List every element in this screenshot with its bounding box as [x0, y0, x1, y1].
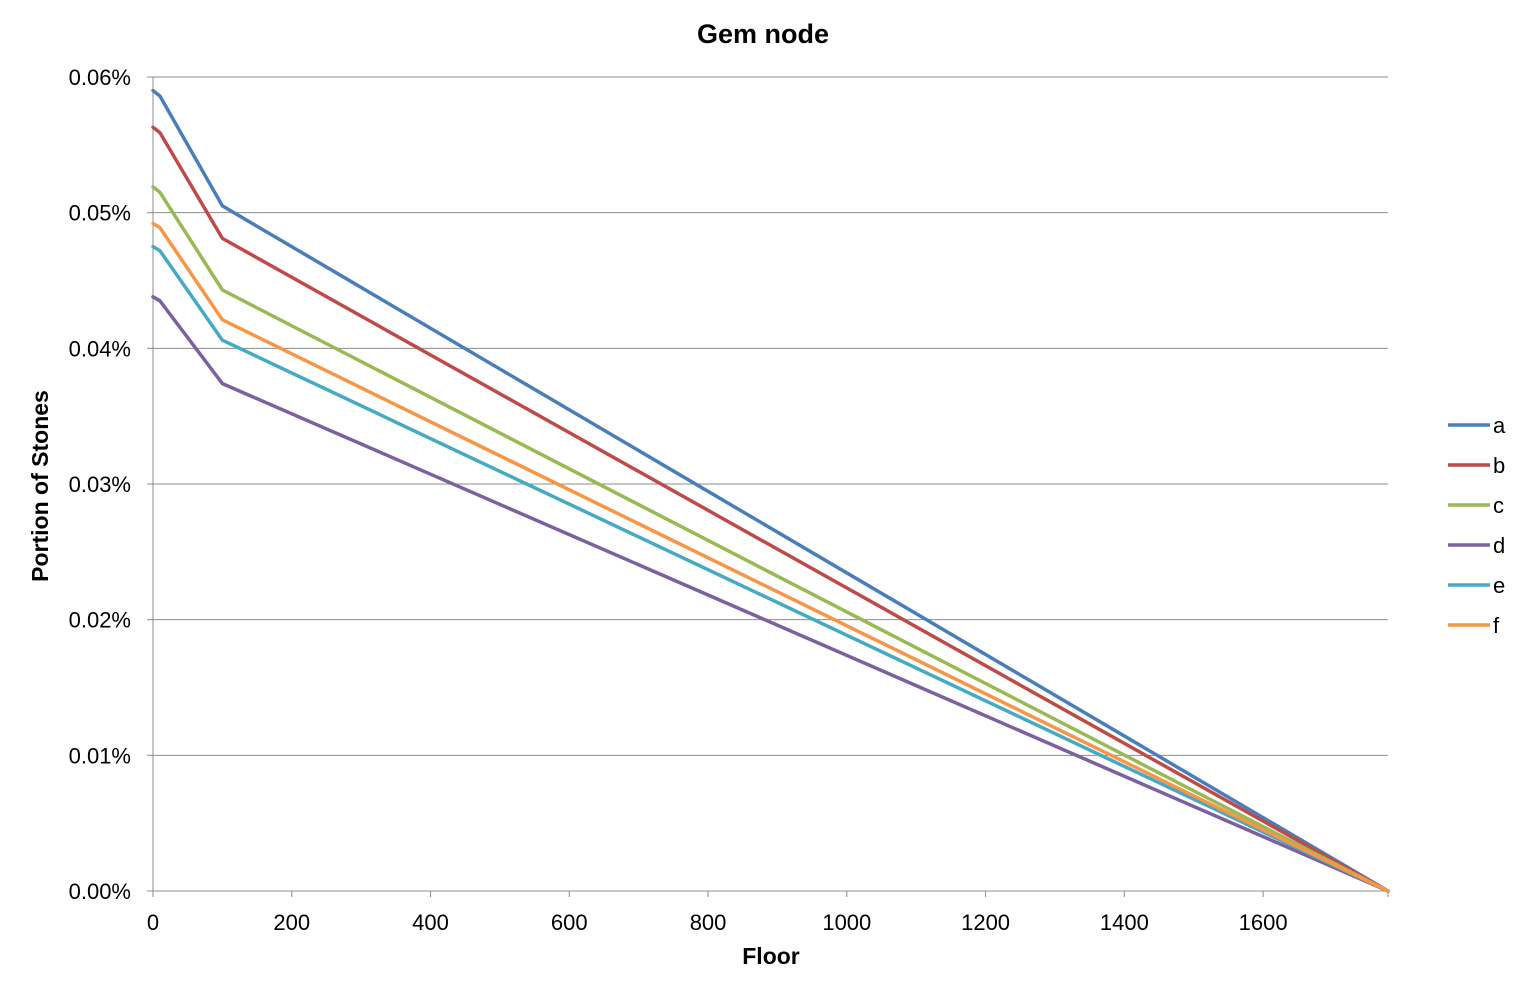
x-tick-label-6: 1200 — [961, 910, 1010, 935]
x-axis-title: Floor — [742, 943, 800, 969]
legend-label-b: b — [1493, 453, 1505, 478]
y-tick-label-3: 0.03% — [69, 472, 131, 497]
y-tick-label-2: 0.02% — [69, 608, 131, 633]
tick-labels: 0.00% 0.01% 0.02% 0.03% 0.04% 0.05% 0.06% 0 200 4… — [69, 65, 1288, 935]
legend-label-e: e — [1493, 573, 1505, 598]
x-tick-label-2: 400 — [412, 910, 449, 935]
series-line-c — [151, 185, 1390, 893]
legend-label-a: a — [1493, 413, 1506, 438]
series-line-a — [151, 88, 1390, 893]
x-tick-label-5: 1000 — [822, 910, 871, 935]
y-axis-title: Portion of Stones — [27, 390, 53, 582]
y-tick-label-5: 0.05% — [69, 201, 131, 226]
y-tick-label-1: 0.01% — [69, 743, 131, 768]
x-tick-label-7: 1400 — [1100, 910, 1149, 935]
x-tick-label-3: 600 — [551, 910, 588, 935]
x-tick-label-0: 0 — [147, 910, 159, 935]
series-line-d — [151, 295, 1390, 893]
y-tick-label-0: 0.00% — [69, 879, 131, 904]
legend-label-d: d — [1493, 533, 1505, 558]
y-tick-label-4: 0.04% — [69, 336, 131, 361]
x-tick-label-1: 200 — [273, 910, 310, 935]
legend-label-c: c — [1493, 493, 1504, 518]
chart-title: Gem node — [697, 19, 829, 49]
legend-label-f: f — [1493, 613, 1500, 638]
series-line-e — [151, 244, 1390, 893]
series-line-b — [151, 125, 1390, 893]
series-line-f — [151, 221, 1390, 893]
gridlines — [153, 76, 1388, 756]
series-lines — [151, 88, 1390, 893]
y-tick-label-6: 0.06% — [69, 65, 131, 90]
x-tick-label-4: 800 — [690, 910, 727, 935]
axes — [147, 76, 1389, 897]
x-tick-label-8: 1600 — [1239, 910, 1288, 935]
